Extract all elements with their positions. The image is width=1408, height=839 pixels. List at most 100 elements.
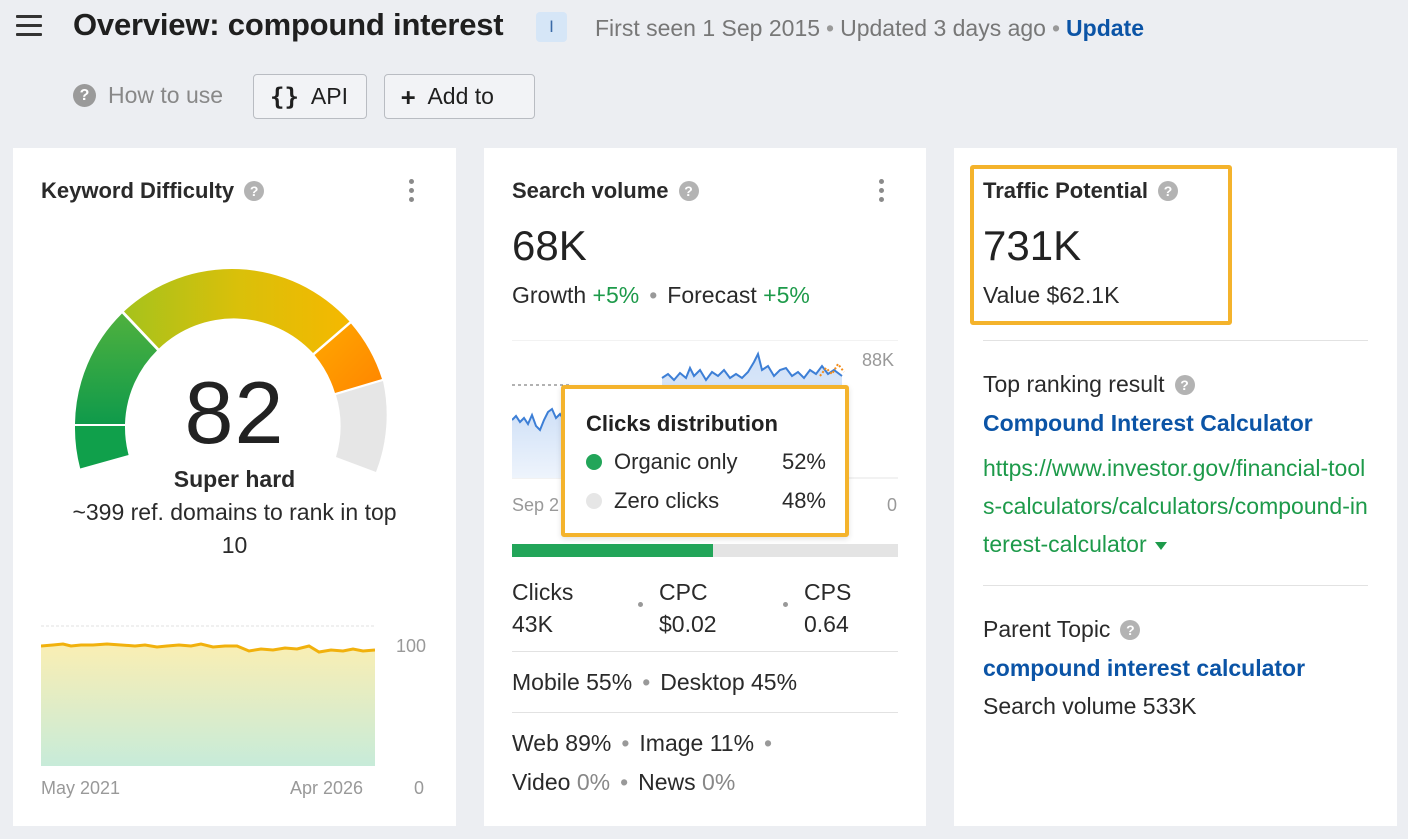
- zero-clicks-swatch: [586, 493, 602, 509]
- plus-icon: +: [401, 82, 416, 111]
- dropdown-caret-icon[interactable]: [1154, 541, 1167, 550]
- separator-dot: •: [1051, 15, 1061, 41]
- kd-history-chart: [41, 625, 375, 766]
- divider: [512, 712, 898, 713]
- separator-dot: •: [649, 282, 658, 308]
- news-label: News: [638, 769, 696, 795]
- separator-dot: •: [642, 669, 651, 695]
- keyword-difficulty-card: Keyword Difficulty ? 82 Super hard ~399 …: [13, 148, 456, 826]
- desktop-share: Desktop 45%: [660, 669, 798, 695]
- help-icon[interactable]: ?: [1158, 181, 1179, 201]
- separator-dot: [783, 602, 788, 607]
- kd-area: [41, 644, 375, 766]
- sv-growth-line: Growth +5% • Forecast +5%: [512, 282, 810, 309]
- forecast-label: Forecast: [667, 282, 757, 308]
- sv-forecast-line: [819, 362, 845, 377]
- tp-title: Traffic Potential ?: [983, 178, 1179, 204]
- clicks-metric: Clicks 43K: [512, 576, 573, 640]
- zero-clicks-label: Zero clicks: [614, 488, 720, 513]
- clicks-label: Clicks: [512, 579, 574, 605]
- tooltip-row-zero: Zero clicks 48%: [586, 488, 826, 514]
- sv-area: [512, 409, 572, 478]
- help-icon[interactable]: ?: [1120, 619, 1141, 640]
- image-label: Image: [639, 730, 704, 756]
- news-value: 0%: [702, 769, 736, 795]
- help-circle-icon: ?: [73, 84, 96, 107]
- parent-topic-label: Parent Topic: [983, 616, 1111, 642]
- how-to-use-label: How to use: [108, 82, 224, 108]
- tp-title-label: Traffic Potential: [983, 178, 1149, 203]
- tooltip-title: Clicks distribution: [586, 411, 778, 436]
- more-options-icon[interactable]: [879, 179, 885, 205]
- video-value: 0%: [576, 769, 611, 795]
- kd-axis-start: May 2021: [41, 778, 121, 798]
- kd-level-label: Super hard: [173, 466, 296, 492]
- api-label: API: [310, 83, 348, 109]
- clicks-distribution-bar[interactable]: [512, 544, 898, 557]
- cpc-label: CPC: [659, 579, 708, 605]
- separator-dot: •: [826, 15, 835, 41]
- update-link[interactable]: Update: [1066, 15, 1144, 41]
- more-options-icon[interactable]: [409, 179, 415, 205]
- parent-topic-link[interactable]: compound interest calculator: [983, 655, 1306, 681]
- how-to-use-link[interactable]: ? How to use: [73, 82, 223, 109]
- kd-axis-min: 0: [414, 778, 425, 798]
- add-to-label: Add to: [427, 83, 494, 109]
- meta-line: First seen 1 Sep 2015 • Updated 3 days ago…: [595, 15, 1144, 42]
- gauge-segment-remaining: [336, 381, 387, 472]
- parent-topic-volume: Search volume 533K: [983, 693, 1197, 719]
- sv-title-label: Search volume: [512, 178, 669, 203]
- organic-swatch: [586, 454, 602, 470]
- cpc-value: $0.02: [659, 611, 717, 637]
- traffic-potential-card: Traffic Potential ? 731K Value $62.1K To…: [954, 148, 1397, 826]
- gauge-segment-green-lower: [74, 426, 129, 469]
- tooltip-row-organic: Organic only 52%: [586, 449, 826, 475]
- top-result-url[interactable]: https://www.investor.gov/financial-tools…: [983, 449, 1373, 563]
- growth-label: Growth: [512, 282, 587, 308]
- divider: [512, 651, 898, 652]
- page-title: Overview: compound interest: [73, 7, 504, 42]
- organic-value: 52%: [781, 449, 826, 474]
- device-split: Mobile 55% • Desktop 45%: [512, 669, 797, 696]
- kd-axis-max: 100: [396, 636, 427, 656]
- divider: [983, 585, 1368, 586]
- gauge-segment-green: [75, 313, 157, 424]
- kd-title-label: Keyword Difficulty: [41, 178, 235, 203]
- zero-clicks-value: 48%: [781, 488, 826, 513]
- separator-dot: •: [621, 730, 630, 756]
- sv-axis-min: 0: [887, 495, 898, 515]
- sv-axis-max: 88K: [862, 350, 895, 370]
- divider: [983, 340, 1368, 341]
- image-value: 11%: [709, 730, 755, 756]
- kd-line: [41, 642, 375, 654]
- kd-axis-end: Apr 2026: [290, 778, 364, 798]
- video-label: Video: [512, 769, 571, 795]
- kd-score: 82: [184, 363, 285, 462]
- first-seen: First seen 1 Sep 2015: [595, 15, 821, 41]
- sv-axis-start: Sep 2: [512, 495, 560, 515]
- add-to-button[interactable]: + Add to: [384, 74, 535, 119]
- gauge-segment-yellow: [124, 268, 350, 353]
- mobile-share: Mobile 55%: [512, 669, 633, 695]
- cps-metric: CPS 0.64: [804, 576, 851, 640]
- help-icon[interactable]: ?: [678, 181, 699, 201]
- forecast-value: +5%: [763, 282, 810, 308]
- web-label: Web: [512, 730, 559, 756]
- tp-value: 731K: [983, 222, 1082, 269]
- menu-icon[interactable]: [16, 15, 42, 37]
- traffic-potential-highlight: [970, 165, 1232, 325]
- intent-badge: I: [536, 12, 567, 42]
- growth-value: +5%: [592, 282, 640, 308]
- help-icon[interactable]: ?: [244, 181, 265, 201]
- web-value: 89%: [565, 730, 612, 756]
- clicks-distribution-tooltip: Clicks distribution Organic only 52% Zer…: [561, 385, 849, 537]
- top-result-title-link[interactable]: Compound Interest Calculator: [983, 410, 1313, 436]
- serp-type-split-row1: Web 89% • Image 11% •: [512, 730, 782, 757]
- braces-icon: {}: [270, 82, 299, 111]
- organic-label: Organic only: [614, 449, 738, 474]
- separator-dot: •: [764, 730, 773, 756]
- separator-dot: [638, 602, 643, 607]
- api-button[interactable]: {} API: [253, 74, 367, 119]
- top-result-url-text: https://www.investor.gov/financial-tools…: [983, 455, 1368, 557]
- help-icon[interactable]: ?: [1174, 374, 1195, 395]
